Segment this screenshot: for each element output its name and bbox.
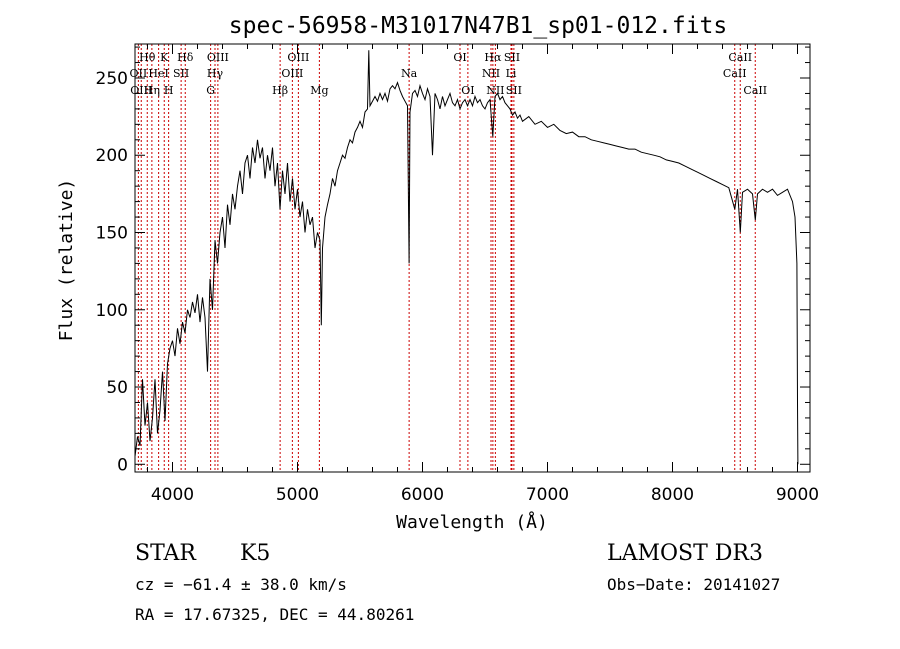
spectral-line-label: Hβ	[272, 84, 288, 97]
x-axis-ticks: 4000 5000 6000 7000 8000 9000	[147, 44, 819, 505]
spectral-line-label: HeI	[148, 67, 168, 80]
y-tick-label: 200	[96, 146, 128, 166]
y-tick-label: 250	[96, 69, 128, 89]
spectral-line-label: SII	[506, 84, 522, 97]
spectral-line-label: CaII	[728, 51, 752, 64]
spectral-line-label: G	[206, 84, 215, 97]
spectral-line-label: SII	[504, 51, 520, 64]
spectral-line-label: Hθ	[139, 51, 156, 64]
spectrum-line	[134, 50, 799, 465]
plot-frame	[134, 43, 811, 473]
spectral-line-label: OIII	[287, 51, 309, 64]
object-subclass: K5	[240, 541, 270, 566]
spectral-line-label: H	[164, 84, 174, 97]
spectral-line-label: Hη	[144, 84, 160, 97]
y-tick-label: 100	[96, 301, 128, 321]
spectral-line-label: OI	[461, 84, 474, 97]
spectral-line-label: Hα	[484, 51, 502, 64]
radec-text: RA = 17.67325, DEC = 44.80261	[135, 605, 414, 624]
redshift-text: cz = −61.4 ± 38.0 km/s	[135, 575, 347, 594]
y-tick-label: 0	[117, 455, 128, 475]
y-tick-label: 50	[106, 378, 128, 398]
chart-title: spec-56958-M31017N47B1_sp01-012.fits	[229, 13, 728, 39]
spectral-line-label: CaII	[723, 67, 747, 80]
x-tick-label: 6000	[401, 485, 444, 505]
spectral-line-label: OIII	[207, 51, 229, 64]
spectral-line-label: K	[160, 51, 169, 64]
spectral-line-label: OIII	[281, 67, 303, 80]
spectral-line-label: NII	[482, 67, 500, 80]
x-tick-label: 4000	[151, 485, 194, 505]
y-axis-label: Flux (relative)	[56, 179, 77, 342]
survey-name: LAMOST DR3	[607, 541, 763, 566]
spectral-line-label: SII	[173, 67, 189, 80]
x-axis-label: Wavelength (Å)	[396, 511, 548, 533]
y-tick-label: 150	[96, 224, 128, 244]
x-tick-label: 8000	[651, 485, 694, 505]
spectral-line-markers	[137, 44, 756, 472]
spectral-line-label: NII	[486, 84, 504, 97]
object-class: STAR	[135, 541, 197, 566]
spectral-line-label: CaII	[743, 84, 767, 97]
spectral-line-label: Li	[506, 67, 517, 80]
obs-date-text: Obs−Date: 20141027	[607, 575, 780, 594]
spectral-line-label: OII	[130, 67, 148, 80]
x-tick-label: 7000	[526, 485, 569, 505]
x-tick-label: 9000	[776, 485, 819, 505]
spectral-line-label: Mg	[310, 84, 328, 97]
spectral-line-label: Na	[401, 67, 418, 80]
x-tick-label: 5000	[276, 485, 319, 505]
spectral-line-label: Hγ	[207, 67, 224, 80]
y-axis-ticks: 0 50 100 150 200 250	[96, 46, 810, 475]
spectral-line-label: OI	[453, 51, 466, 64]
spectral-line-label: Hδ	[177, 51, 194, 64]
